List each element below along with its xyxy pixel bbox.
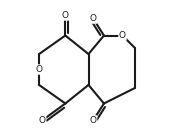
Text: O: O bbox=[119, 31, 126, 40]
Text: O: O bbox=[62, 11, 69, 20]
Text: O: O bbox=[39, 116, 46, 125]
Text: O: O bbox=[36, 65, 43, 74]
Text: O: O bbox=[90, 14, 97, 23]
Text: O: O bbox=[90, 116, 97, 125]
